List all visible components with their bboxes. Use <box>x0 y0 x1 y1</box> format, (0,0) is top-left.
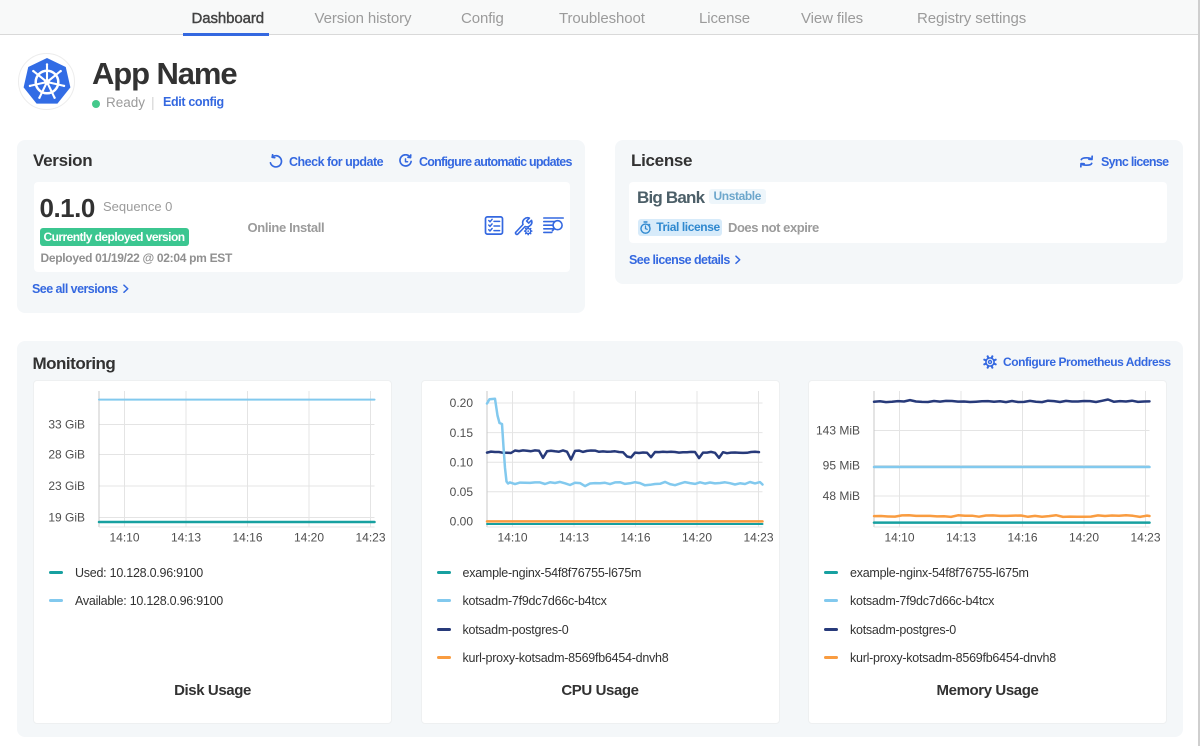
svg-text:143 MiB: 143 MiB <box>816 424 860 438</box>
svg-text:19 GiB: 19 GiB <box>48 511 85 525</box>
svg-text:14:20: 14:20 <box>294 531 324 545</box>
svg-text:48 MiB: 48 MiB <box>823 489 860 503</box>
svg-text:0.20: 0.20 <box>449 396 473 410</box>
svg-text:14:23: 14:23 <box>743 531 773 545</box>
svg-text:14:20: 14:20 <box>681 531 711 545</box>
svg-text:14:23: 14:23 <box>1130 531 1160 545</box>
svg-text:14:13: 14:13 <box>558 531 588 545</box>
svg-text:0.10: 0.10 <box>449 455 473 469</box>
svg-text:14:13: 14:13 <box>171 531 201 545</box>
svg-text:14:10: 14:10 <box>884 531 914 545</box>
svg-text:14:10: 14:10 <box>497 531 527 545</box>
svg-text:33 GiB: 33 GiB <box>48 418 85 432</box>
svg-text:95 MiB: 95 MiB <box>823 459 860 473</box>
svg-text:0.15: 0.15 <box>449 426 473 440</box>
svg-text:14:20: 14:20 <box>1069 531 1099 545</box>
svg-text:14:10: 14:10 <box>109 531 139 545</box>
svg-text:28 GiB: 28 GiB <box>48 448 85 462</box>
svg-text:0.05: 0.05 <box>449 485 473 499</box>
svg-text:14:16: 14:16 <box>232 531 262 545</box>
svg-text:0.00: 0.00 <box>449 515 473 529</box>
svg-text:14:13: 14:13 <box>946 531 976 545</box>
svg-text:14:16: 14:16 <box>620 531 650 545</box>
svg-text:14:16: 14:16 <box>1007 531 1037 545</box>
svg-text:14:23: 14:23 <box>355 531 385 545</box>
svg-text:23 GiB: 23 GiB <box>48 479 85 493</box>
